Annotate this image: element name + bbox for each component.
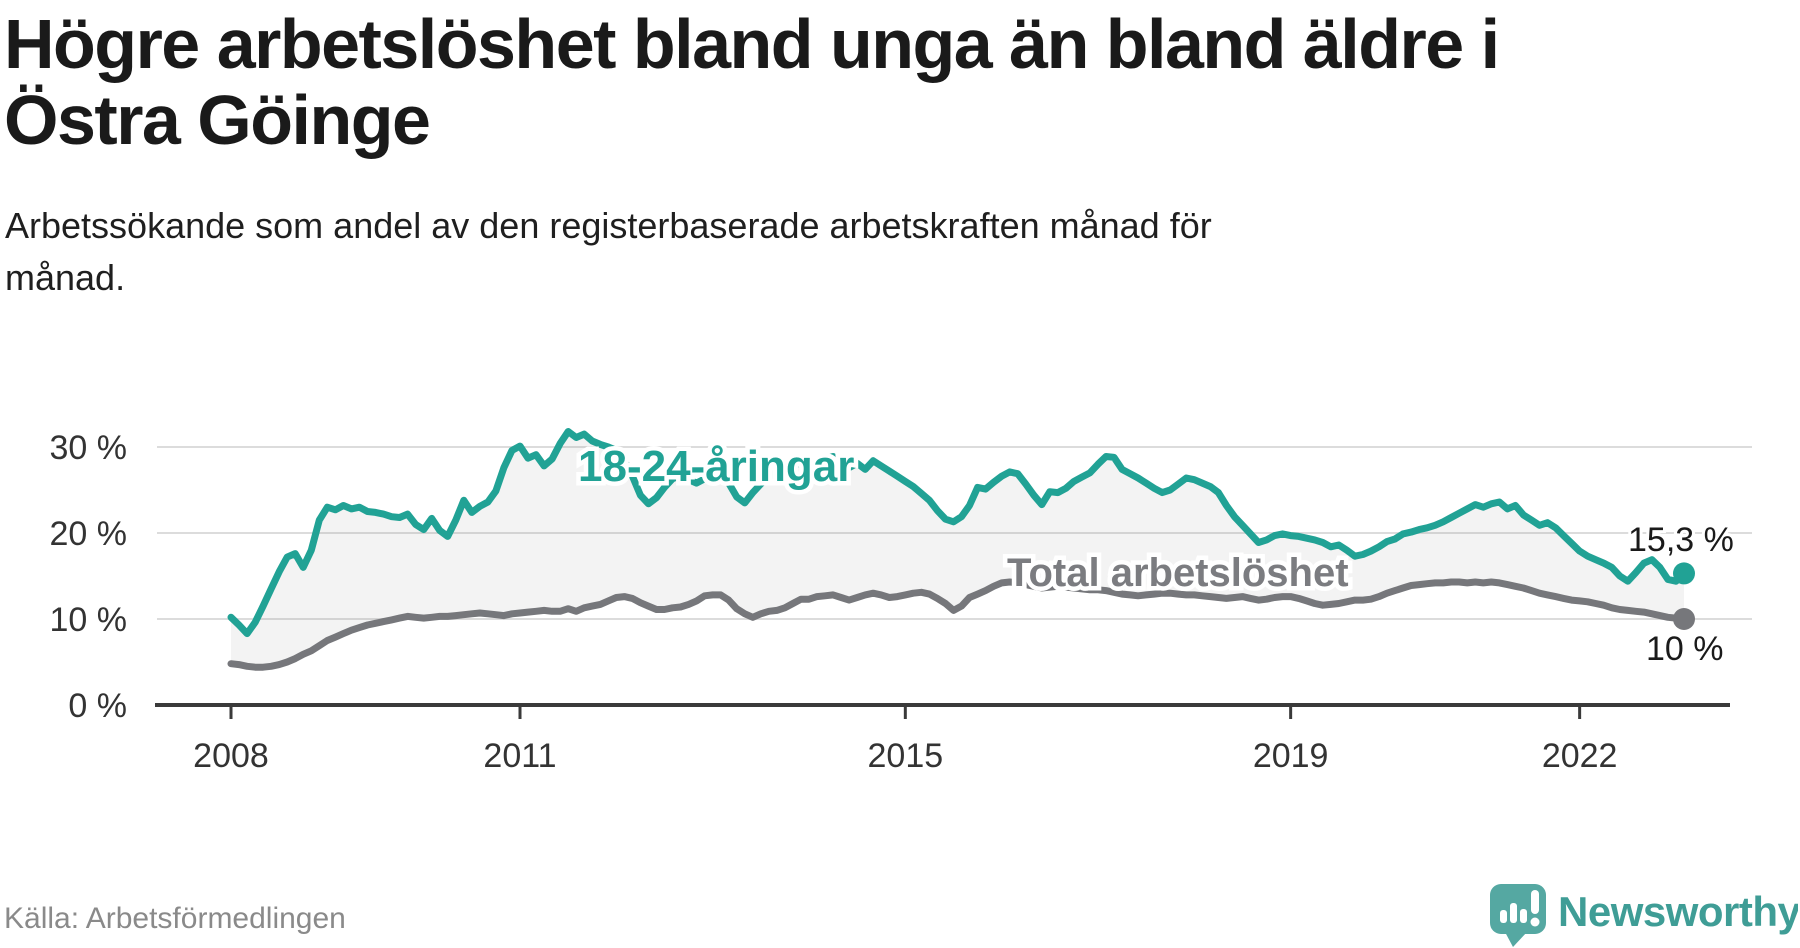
- y-tick-label: 0 %: [68, 687, 127, 725]
- newsworthy-logo-text: Newsworthy: [1558, 888, 1798, 935]
- area-between-series: [231, 431, 1684, 668]
- y-tick-label: 10 %: [50, 601, 128, 639]
- y-tick-label: 20 %: [50, 515, 128, 553]
- title-line-1: Högre arbetslöshet bland unga än bland ä…: [4, 5, 1500, 83]
- logo-exclamation-dot: [1530, 917, 1540, 927]
- chart-subtitle: Arbetssökande som andel av den registerb…: [5, 200, 1212, 304]
- subtitle-line-2: månad.: [5, 257, 126, 298]
- logo-bar-1: [1500, 910, 1507, 923]
- title-line-2: Östra Göinge: [4, 81, 431, 159]
- x-tick-label: 2011: [483, 737, 556, 775]
- subtitle-line-1: Arbetssökande som andel av den registerb…: [5, 205, 1212, 246]
- end-value-label-total: 10 %: [1646, 630, 1724, 668]
- source-credit: Källa: Arbetsförmedlingen: [4, 902, 346, 935]
- x-tick-label: 2019: [1253, 737, 1329, 775]
- page-title: Högre arbetslöshet bland unga än bland ä…: [4, 5, 1500, 159]
- series-line-total: [227, 578, 1688, 671]
- newsworthy-logo-icon: [1490, 884, 1546, 947]
- logo-exclamation-bar: [1531, 890, 1539, 914]
- y-tick-label: 30 %: [50, 429, 128, 467]
- series-endpoint-young: [1673, 562, 1695, 585]
- series-label-young: 18-24-åringar: [578, 442, 854, 491]
- x-axis-ticks: 2008 2011 2015 2019 2022: [193, 705, 1617, 775]
- series-endpoint-total: [1673, 608, 1695, 630]
- logo-bar-3: [1520, 909, 1527, 923]
- x-tick-label: 2015: [868, 737, 944, 775]
- series-label-total: Total arbetslöshet: [1007, 551, 1349, 595]
- series-line-young: [227, 428, 1688, 638]
- x-tick-label: 2022: [1542, 737, 1618, 775]
- logo-bar-2: [1510, 903, 1517, 923]
- x-tick-label: 2008: [193, 737, 269, 775]
- end-value-label-young: 15,3 %: [1628, 521, 1734, 559]
- newsworthy-logo: Newsworthy: [1490, 884, 1798, 947]
- y-axis-labels: 30 % 20 % 10 % 0 %: [50, 429, 128, 725]
